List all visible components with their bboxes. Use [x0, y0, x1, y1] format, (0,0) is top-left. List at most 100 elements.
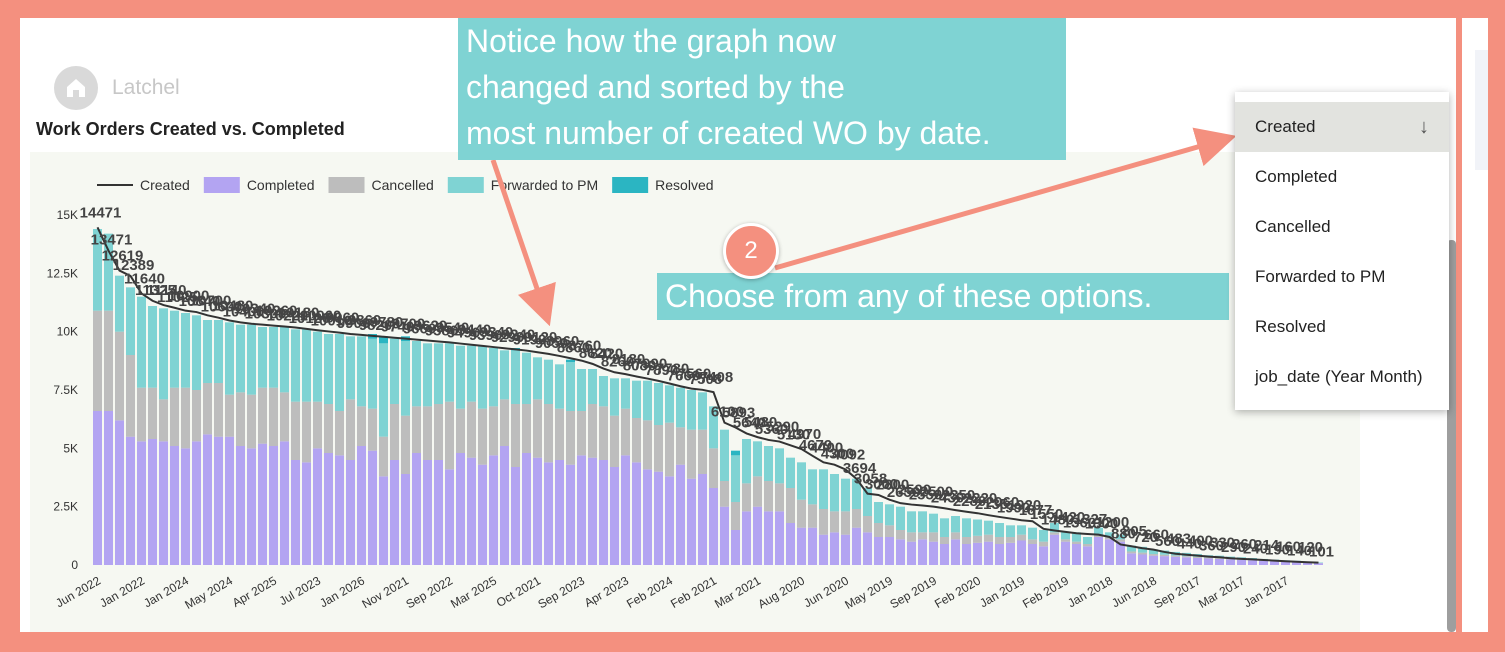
menu-item[interactable]: job_date (Year Month)	[1255, 367, 1423, 386]
bar-segment	[423, 406, 432, 460]
bar-segment	[379, 476, 388, 565]
bar-segment	[258, 327, 267, 388]
bar-segment	[709, 406, 718, 449]
bar-segment	[247, 448, 256, 565]
data-label: 8960	[546, 333, 579, 350]
data-label: 5290	[766, 419, 799, 436]
bar-segment	[401, 474, 410, 565]
bar-segment	[126, 355, 135, 437]
bar-segment	[368, 450, 377, 565]
bar-segment	[269, 327, 278, 388]
bar-segment	[456, 345, 465, 409]
bar-segment	[808, 504, 817, 528]
bar-segment	[907, 532, 916, 542]
bar-segment	[148, 439, 157, 565]
data-label: 483	[1166, 531, 1191, 548]
data-label: 9900	[337, 315, 370, 332]
bar-segment	[929, 513, 938, 533]
bar-segment	[1061, 541, 1070, 565]
data-label: 880	[1111, 525, 1136, 542]
x-tick-label: Oct 2021	[494, 573, 543, 610]
data-label: 9440	[458, 322, 491, 339]
data-label: 2500	[920, 484, 953, 501]
data-label: 8420	[590, 346, 623, 363]
bar-segment	[357, 406, 366, 446]
bar-segment	[1204, 557, 1213, 559]
bar-segment	[1061, 539, 1070, 542]
bar-segment	[1303, 562, 1312, 565]
bar-segment	[687, 390, 696, 430]
bar-segment	[192, 390, 201, 442]
bar-segment	[445, 401, 454, 470]
bar-segment	[907, 541, 916, 565]
bar-segment	[478, 464, 487, 565]
data-label: 10180	[278, 304, 320, 321]
bar-segment	[819, 469, 828, 509]
annotation-arrow	[490, 159, 556, 327]
bar-segment	[632, 462, 641, 565]
legend-label: Created	[140, 177, 190, 193]
bar-segment	[137, 296, 146, 388]
bar-segment	[1039, 546, 1048, 565]
data-label: 2280	[953, 493, 986, 510]
data-label: 400	[1188, 533, 1213, 550]
bar-segment	[852, 478, 861, 509]
bar-segment	[533, 357, 542, 400]
menu-item[interactable]: Cancelled	[1255, 217, 1331, 236]
bar-segment	[1314, 563, 1323, 565]
bar-segment	[258, 387, 267, 444]
bar-segment	[1193, 558, 1202, 565]
data-label: 10060	[300, 307, 342, 324]
bar-segment	[654, 471, 663, 565]
data-label: 9960	[326, 310, 359, 327]
logo-glyph	[67, 79, 85, 97]
data-label: 1480	[1041, 511, 1074, 528]
data-label: 7408	[700, 369, 733, 386]
x-tick-label: Nov 2021	[360, 573, 412, 611]
bar-segment	[1017, 525, 1026, 535]
data-label: 4092	[832, 447, 865, 464]
data-label: 7990	[634, 356, 667, 373]
bar-segment	[753, 441, 762, 477]
bar-segment	[522, 352, 531, 404]
data-label: 8080	[623, 357, 656, 374]
bar-segment	[1094, 527, 1103, 535]
bar-segment	[995, 537, 1004, 544]
bar-segment	[1160, 556, 1169, 565]
bar-segment	[731, 450, 740, 456]
data-label: 3000	[865, 476, 898, 493]
data-label: 11325	[135, 282, 176, 299]
bar-segment	[346, 460, 355, 565]
bar-segment	[467, 401, 476, 458]
bar-segment	[500, 399, 509, 446]
bar-segment	[676, 387, 685, 428]
menu-item[interactable]: Completed	[1255, 167, 1338, 186]
annotation-box: Notice how the graph now changed and sort…	[458, 18, 1066, 160]
bar-segment	[654, 425, 663, 472]
bar-segment	[1149, 554, 1158, 556]
data-label: 1300	[1085, 516, 1118, 533]
data-label: 10840	[179, 293, 221, 310]
annotation-text: Choose from any of these options.	[665, 278, 1153, 314]
bar-segment	[511, 350, 520, 404]
bar-segment	[786, 523, 795, 565]
bar-segment	[555, 460, 564, 565]
legend-swatch	[447, 177, 484, 193]
data-label: 5640	[733, 414, 766, 431]
bar-segment	[379, 436, 388, 477]
bar-segment	[401, 415, 410, 474]
menu-item[interactable]: Forwarded to PM	[1255, 267, 1386, 286]
bar-segment	[984, 534, 993, 542]
menu-item[interactable]: Resolved	[1255, 317, 1326, 336]
bar-segment	[280, 441, 289, 565]
bar-segment	[269, 446, 278, 565]
bar-segment	[632, 418, 641, 463]
bar-segment	[192, 441, 201, 565]
bar-segment	[1182, 556, 1191, 558]
bar-segment	[1248, 560, 1257, 565]
scrollbar[interactable]	[1447, 240, 1456, 632]
bar-segment	[841, 511, 850, 535]
menu-item[interactable]: Created ↓	[1235, 102, 1449, 152]
bar-segment	[577, 455, 586, 565]
bar-segment	[676, 464, 685, 565]
